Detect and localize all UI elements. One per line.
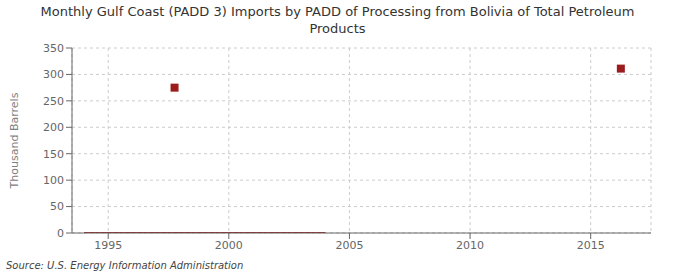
svg-text:2005: 2005 [335,239,363,252]
svg-text:350: 350 [43,42,64,55]
svg-text:250: 250 [43,95,64,108]
svg-text:1995: 1995 [94,239,122,252]
svg-text:2010: 2010 [456,239,484,252]
svg-text:2015: 2015 [577,239,605,252]
svg-text:2000: 2000 [215,239,243,252]
svg-text:200: 200 [43,121,64,134]
svg-text:0: 0 [57,227,64,240]
svg-text:50: 50 [50,200,64,213]
html-text:Source: U.S. Energy Informatio: Source: U.S. Energy Information Administ… [6,260,244,271]
svg-text:Thousand Barrels: Thousand Barrels [8,92,21,189]
svg-text:150: 150 [43,148,64,161]
svg-text:300: 300 [43,68,64,81]
svg-text:100: 100 [43,174,64,187]
html-text:Monthly Gulf Coast (PADD 3) Im: Monthly Gulf Coast (PADD 3) Imports by P… [40,4,635,36]
